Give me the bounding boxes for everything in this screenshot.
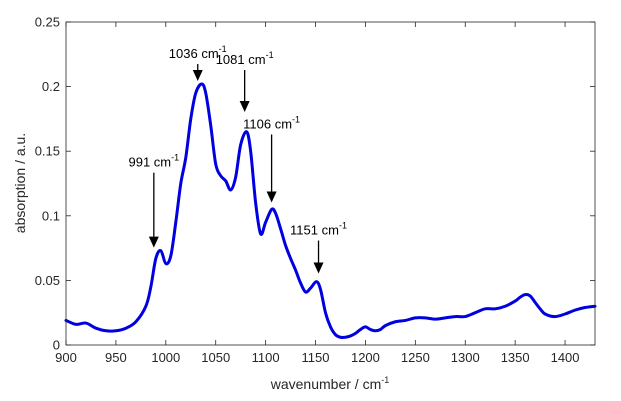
annotation-arrowhead (313, 262, 324, 274)
peak-annotation: 991 cm-1 (129, 153, 180, 248)
peak-annotation: 1151 cm-1 (290, 221, 347, 274)
y-axis-ticks: 0 0.05 0.1 0.15 0.2 0.25 (35, 15, 595, 353)
y-tick-label: 0.15 (35, 144, 60, 159)
y-tick-label: 0 (53, 338, 60, 353)
peak-annotation: 1036 cm-1 (169, 44, 227, 82)
plot-area (66, 22, 595, 345)
x-tick-label: 1200 (351, 350, 380, 365)
peak-annotation: 1081 cm-1 (216, 50, 274, 113)
annotation-arrowhead (266, 191, 277, 203)
annotation-label: 1036 cm-1 (169, 44, 227, 61)
annotation-arrowhead (239, 101, 250, 113)
plot-frame (65, 21, 596, 346)
x-axis-title: wavenumber / cm-1 (270, 375, 390, 392)
x-tick-label: 1250 (401, 350, 430, 365)
x-tick-label: 1400 (551, 350, 580, 365)
y-axis-title: absorption / a.u. (12, 133, 28, 233)
annotation-arrowhead (192, 70, 203, 82)
x-tick-label: 1050 (201, 350, 230, 365)
x-tick-label: 900 (55, 350, 77, 365)
peak-annotation: 1106 cm-1 (243, 114, 300, 203)
spectrum-line (64, 82, 597, 339)
x-tick-label: 1000 (151, 350, 180, 365)
annotation-label: 1106 cm-1 (243, 114, 300, 131)
x-tick-label: 1300 (451, 350, 480, 365)
y-tick-label: 0.2 (42, 79, 60, 94)
annotation-label: 1151 cm-1 (290, 221, 347, 238)
x-axis-ticks: 900 950 1000 1050 1100 1150 1200 1250 1300 1350 14… (55, 22, 580, 365)
x-tick-label: 1150 (302, 350, 330, 365)
annotation-label: 1081 cm-1 (216, 50, 274, 67)
y-tick-label: 0.25 (35, 15, 60, 30)
y-tick-label: 0.1 (42, 208, 60, 223)
annotation-arrowhead (148, 236, 159, 248)
x-tick-label: 950 (105, 350, 127, 365)
x-tick-label: 1350 (501, 350, 530, 365)
y-tick-label: 0.05 (35, 273, 60, 288)
annotation-label: 991 cm-1 (129, 153, 180, 170)
x-tick-label: 1100 (252, 350, 280, 365)
